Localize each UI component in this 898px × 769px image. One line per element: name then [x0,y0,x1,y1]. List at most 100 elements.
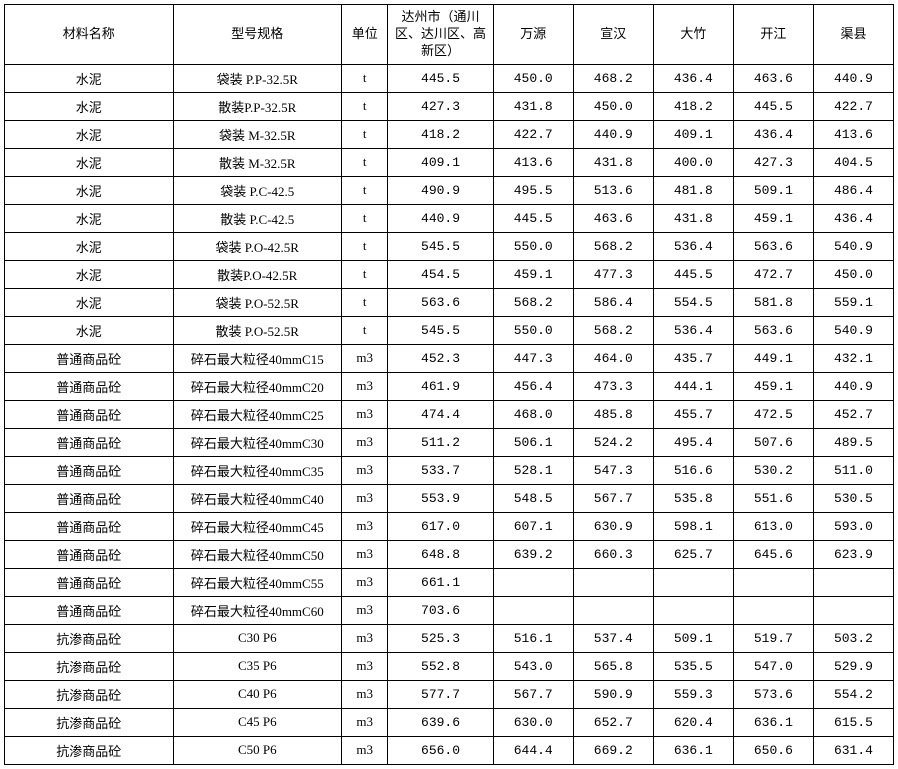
cell: 545.5 [388,232,493,260]
cell: 486.4 [813,176,893,204]
cell: m3 [342,456,388,484]
cell: 436.4 [653,64,733,92]
cell: 573.6 [733,680,813,708]
cell: 447.3 [493,344,573,372]
cell: 550.0 [493,316,573,344]
cell: 459.1 [733,204,813,232]
cell: 565.8 [573,652,653,680]
cell: 535.8 [653,484,733,512]
cell: m3 [342,596,388,624]
cell: 456.4 [493,372,573,400]
cell: 袋装 M-32.5R [173,120,342,148]
col-header-8: 渠县 [813,5,893,65]
cell: 652.7 [573,708,653,736]
cell: 413.6 [493,148,573,176]
cell: t [342,92,388,120]
cell: m3 [342,344,388,372]
table-body: 水泥袋装 P.P-32.5Rt445.5450.0468.2436.4463.6… [5,64,894,764]
cell: 540.9 [813,316,893,344]
cell: 509.1 [733,176,813,204]
cell: 477.3 [573,260,653,288]
cell [813,568,893,596]
cell: 506.1 [493,428,573,456]
cell: 631.4 [813,736,893,764]
cell: 450.0 [573,92,653,120]
cell [813,596,893,624]
cell: 593.0 [813,512,893,540]
cell: 568.2 [573,232,653,260]
cell: t [342,148,388,176]
cell: 636.1 [653,736,733,764]
cell: 656.0 [388,736,493,764]
cell: 536.4 [653,232,733,260]
cell: 抗渗商品砼 [5,680,174,708]
cell: 413.6 [813,120,893,148]
cell: 普通商品砼 [5,456,174,484]
cell: 639.2 [493,540,573,568]
cell: 669.2 [573,736,653,764]
cell: 703.6 [388,596,493,624]
cell: 455.7 [653,400,733,428]
cell: 613.0 [733,512,813,540]
cell: 431.8 [493,92,573,120]
col-header-1: 型号规格 [173,5,342,65]
col-header-2: 单位 [342,5,388,65]
cell: 普通商品砼 [5,428,174,456]
cell: 440.9 [813,64,893,92]
cell: 散装 P.C-42.5 [173,204,342,232]
table-row: 普通商品砼碎石最大粒径40mmC55m3661.1 [5,568,894,596]
cell: 碎石最大粒径40mmC55 [173,568,342,596]
cell: 464.0 [573,344,653,372]
cell: m3 [342,652,388,680]
cell: 516.6 [653,456,733,484]
cell: 553.9 [388,484,493,512]
cell: 495.5 [493,176,573,204]
cell: 袋装 P.O-42.5R [173,232,342,260]
cell: 450.0 [493,64,573,92]
cell: 630.0 [493,708,573,736]
cell: 645.6 [733,540,813,568]
cell: 水泥 [5,288,174,316]
cell: 普通商品砼 [5,568,174,596]
cell: 440.9 [388,204,493,232]
cell: 碎石最大粒径40mmC60 [173,596,342,624]
cell [493,596,573,624]
cell: 普通商品砼 [5,344,174,372]
table-row: 水泥袋装 M-32.5Rt418.2422.7440.9409.1436.441… [5,120,894,148]
cell: 436.4 [813,204,893,232]
cell: 528.1 [493,456,573,484]
cell: 水泥 [5,260,174,288]
cell: 409.1 [653,120,733,148]
cell: 511.0 [813,456,893,484]
cell: 547.0 [733,652,813,680]
cell: 543.0 [493,652,573,680]
cell: 袋装 P.P-32.5R [173,64,342,92]
cell: 620.4 [653,708,733,736]
cell: 530.2 [733,456,813,484]
table-row: 普通商品砼碎石最大粒径40mmC40m3553.9548.5567.7535.8… [5,484,894,512]
cell: m3 [342,708,388,736]
cell: 536.4 [653,316,733,344]
cell: t [342,232,388,260]
cell: 427.3 [388,92,493,120]
cell: 463.6 [733,64,813,92]
col-header-0: 材料名称 [5,5,174,65]
cell: 545.5 [388,316,493,344]
cell: 485.8 [573,400,653,428]
cell: t [342,204,388,232]
cell: 568.2 [573,316,653,344]
cell: 碎石最大粒径40mmC45 [173,512,342,540]
cell: 563.6 [733,232,813,260]
cell: 440.9 [573,120,653,148]
cell: 617.0 [388,512,493,540]
table-row: 抗渗商品砼C30 P6m3525.3516.1537.4509.1519.750… [5,624,894,652]
cell: 404.5 [813,148,893,176]
cell: t [342,176,388,204]
cell: 503.2 [813,624,893,652]
cell: 567.7 [493,680,573,708]
cell: 散装 P.O-52.5R [173,316,342,344]
cell: 普通商品砼 [5,372,174,400]
cell: 普通商品砼 [5,484,174,512]
cell: 519.7 [733,624,813,652]
cell: 550.0 [493,232,573,260]
